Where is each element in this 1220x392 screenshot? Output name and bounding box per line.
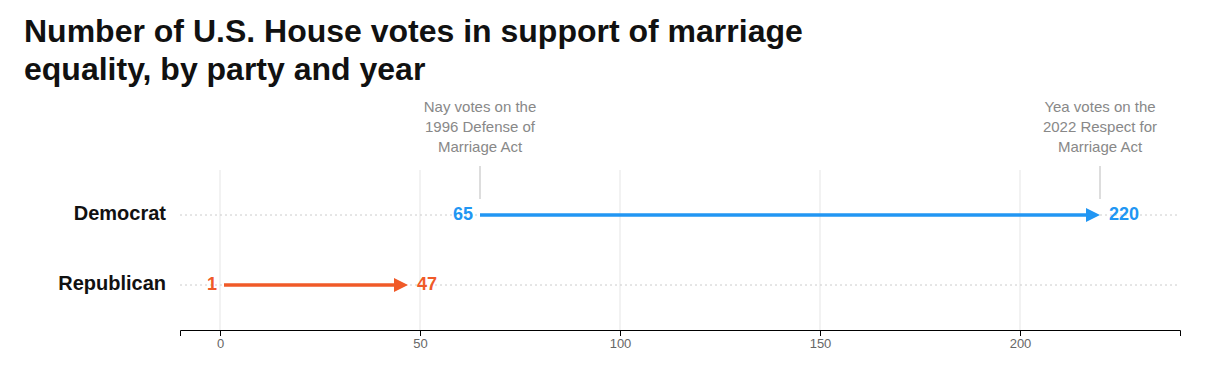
tick-label: 100 xyxy=(610,336,632,351)
grid-line xyxy=(420,170,421,330)
category-label: Democrat xyxy=(74,202,167,224)
tick-mark xyxy=(620,330,621,336)
row-guide xyxy=(180,215,1180,216)
x-axis: 0 50 100 150 200 xyxy=(181,330,1181,351)
grid-line xyxy=(1020,170,1021,330)
category-label: Republican xyxy=(58,272,166,294)
data-label: 1 xyxy=(207,274,217,294)
annotation-line xyxy=(480,166,481,199)
axis-line xyxy=(181,331,1181,337)
annotation: Nay votes on the1996 Defense ofMarriage … xyxy=(424,98,537,155)
tick-label: 0 xyxy=(217,336,224,351)
tick-mark xyxy=(420,330,421,336)
data-label: 220 xyxy=(1109,204,1139,224)
arrow xyxy=(480,213,1089,217)
tick-mark xyxy=(1020,330,1021,336)
row-guide xyxy=(180,285,1180,286)
grid-line xyxy=(220,170,221,330)
tick-label: 200 xyxy=(1010,336,1032,351)
marks xyxy=(224,215,1089,285)
arrow xyxy=(224,283,397,287)
tick: 100 xyxy=(610,330,632,351)
chart: Number of U.S. House votes in support of… xyxy=(0,0,1220,392)
tick-label: 50 xyxy=(413,336,427,351)
annotation: Yea votes on the2022 Respect forMarriage… xyxy=(1043,98,1157,155)
tick: 150 xyxy=(810,330,832,351)
tick-label: 150 xyxy=(810,336,832,351)
tick: 50 xyxy=(413,330,427,351)
tick-mark xyxy=(820,330,821,336)
annotation-line xyxy=(1100,166,1101,199)
tick-mark xyxy=(220,330,221,336)
grid-line xyxy=(820,170,821,330)
title: Number of U.S. House votes in support of… xyxy=(24,13,803,87)
data-labels: 65 220 1 47 xyxy=(207,204,1139,294)
data-label: 65 xyxy=(453,204,473,224)
tick: 0 xyxy=(217,330,224,351)
tick: 200 xyxy=(1010,330,1032,351)
grid-line xyxy=(620,170,621,330)
grid xyxy=(220,170,1020,330)
data-label: 47 xyxy=(417,274,437,294)
